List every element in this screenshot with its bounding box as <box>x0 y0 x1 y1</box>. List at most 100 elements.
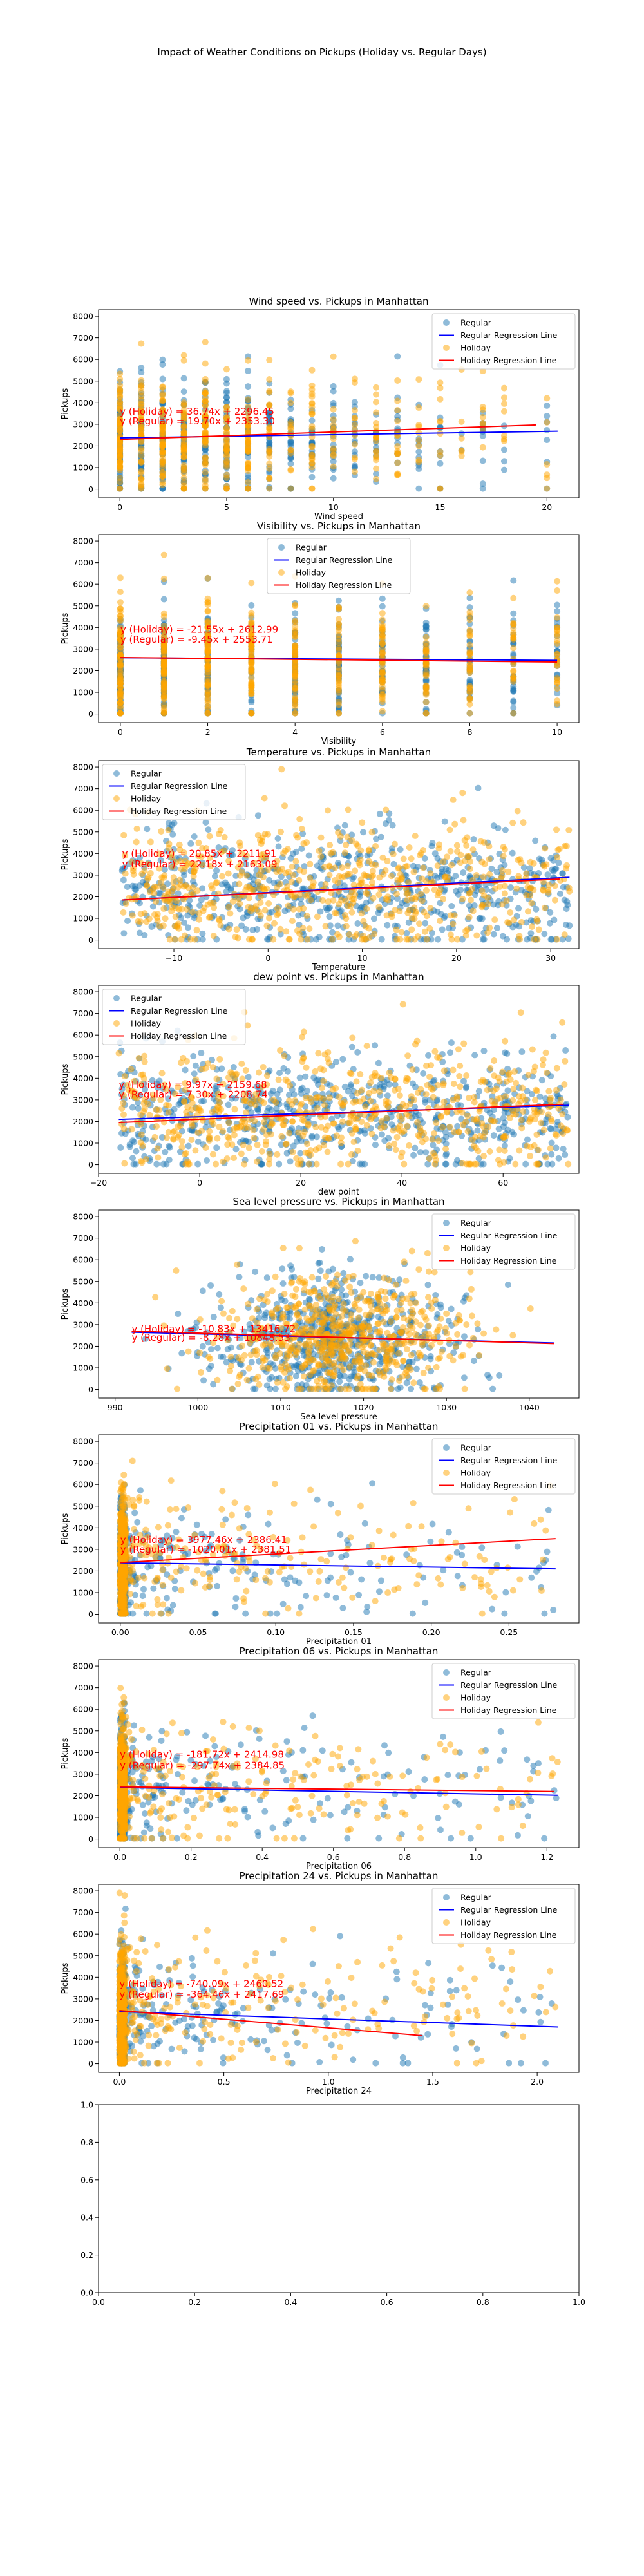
holiday-point <box>422 710 430 717</box>
regular-point <box>287 460 294 467</box>
holiday-point <box>386 1069 393 1076</box>
holiday-point <box>544 461 551 468</box>
holiday-point <box>287 399 294 406</box>
regular-point <box>441 818 448 825</box>
holiday-point <box>280 1121 287 1128</box>
holiday-point <box>268 1114 275 1121</box>
holiday-point <box>450 1066 457 1074</box>
regular-point <box>565 935 572 942</box>
holiday-point <box>470 1142 477 1150</box>
y-tick-label: 5000 <box>73 376 93 386</box>
holiday-point <box>450 1081 457 1088</box>
holiday-point <box>545 882 553 889</box>
holiday-point <box>440 1067 448 1074</box>
holiday-point <box>300 868 307 875</box>
holiday-point <box>486 1148 493 1155</box>
holiday-point <box>460 1121 467 1128</box>
regular-point <box>199 936 206 943</box>
legend-marker <box>113 995 120 1001</box>
holiday-point <box>121 1160 128 1167</box>
regular-point <box>285 1092 292 1099</box>
figure-suptitle: Impact of Weather Conditions on Pickups … <box>157 46 487 58</box>
holiday-point <box>267 1131 274 1138</box>
regular-point <box>347 1081 354 1088</box>
holiday-point <box>563 865 570 872</box>
holiday-point <box>144 882 151 889</box>
holiday-point <box>513 1079 520 1086</box>
holiday-point <box>256 885 263 892</box>
holiday-point <box>322 923 329 930</box>
holiday-point <box>351 406 358 413</box>
holiday-point <box>336 621 342 629</box>
regular-point <box>341 1083 348 1090</box>
holiday-point <box>266 460 273 468</box>
holiday-point <box>258 1083 265 1090</box>
holiday-point <box>486 856 493 863</box>
holiday-point <box>453 842 460 849</box>
regular-point <box>553 1144 560 1151</box>
holiday-point <box>467 896 474 904</box>
holiday-point <box>354 1090 361 1097</box>
holiday-point <box>457 851 464 858</box>
holiday-regression-line <box>122 878 560 901</box>
holiday-point <box>233 926 240 933</box>
holiday-point <box>379 646 386 653</box>
holiday-point <box>362 923 369 930</box>
regular-point <box>129 1137 137 1144</box>
holiday-point <box>182 932 189 939</box>
holiday-point <box>412 832 419 839</box>
holiday-point <box>379 610 386 617</box>
holiday-regression-line <box>120 424 536 440</box>
holiday-point <box>202 469 209 476</box>
regular-point <box>336 597 342 604</box>
holiday-point <box>358 910 365 917</box>
holiday-point <box>283 928 290 935</box>
holiday-point <box>430 1150 437 1157</box>
holiday-point <box>435 1137 442 1144</box>
regular-point <box>162 1148 169 1155</box>
holiday-point <box>519 1084 526 1092</box>
regular-point <box>398 900 405 907</box>
holiday-point <box>158 828 165 835</box>
holiday-point <box>337 1139 345 1146</box>
holiday-point <box>471 1099 478 1106</box>
holiday-point <box>258 1148 265 1155</box>
regular-point <box>245 1074 252 1081</box>
holiday-point <box>352 1126 359 1133</box>
holiday-point <box>223 407 230 414</box>
regular-point <box>175 1311 182 1318</box>
holiday-point <box>484 894 491 901</box>
regular-point <box>448 902 455 909</box>
axes-frame <box>98 985 580 1174</box>
holiday-point <box>336 645 342 652</box>
holiday-point <box>331 909 338 916</box>
holiday-point <box>545 1111 552 1118</box>
regular-point <box>225 1101 232 1108</box>
holiday-point <box>460 817 467 824</box>
x-tick-label: 20 <box>451 953 462 963</box>
holiday-point <box>347 903 354 910</box>
regular-point <box>410 1080 417 1087</box>
holiday-point <box>261 887 269 894</box>
holiday-point <box>231 1076 238 1083</box>
holiday-point <box>172 913 179 920</box>
holiday-point <box>224 1141 231 1148</box>
panel-title: Visibility vs. Pickups in Manhattan <box>257 520 421 532</box>
regular-point <box>428 842 435 849</box>
regular-point <box>420 1070 427 1077</box>
y-tick-label: 2000 <box>73 666 93 676</box>
holiday-point <box>248 659 255 667</box>
holiday-point <box>443 1109 450 1116</box>
holiday-point <box>213 1075 220 1083</box>
regular-point <box>117 1144 124 1151</box>
holiday-point <box>258 851 265 858</box>
holiday-point <box>383 1115 390 1122</box>
regular-point <box>166 1144 173 1151</box>
holiday-point <box>202 412 209 419</box>
regular-point <box>544 437 551 444</box>
regular-point <box>317 908 324 915</box>
legend-label: Holiday <box>296 568 327 578</box>
legend-marker <box>113 770 120 777</box>
holiday-point <box>440 1080 447 1087</box>
